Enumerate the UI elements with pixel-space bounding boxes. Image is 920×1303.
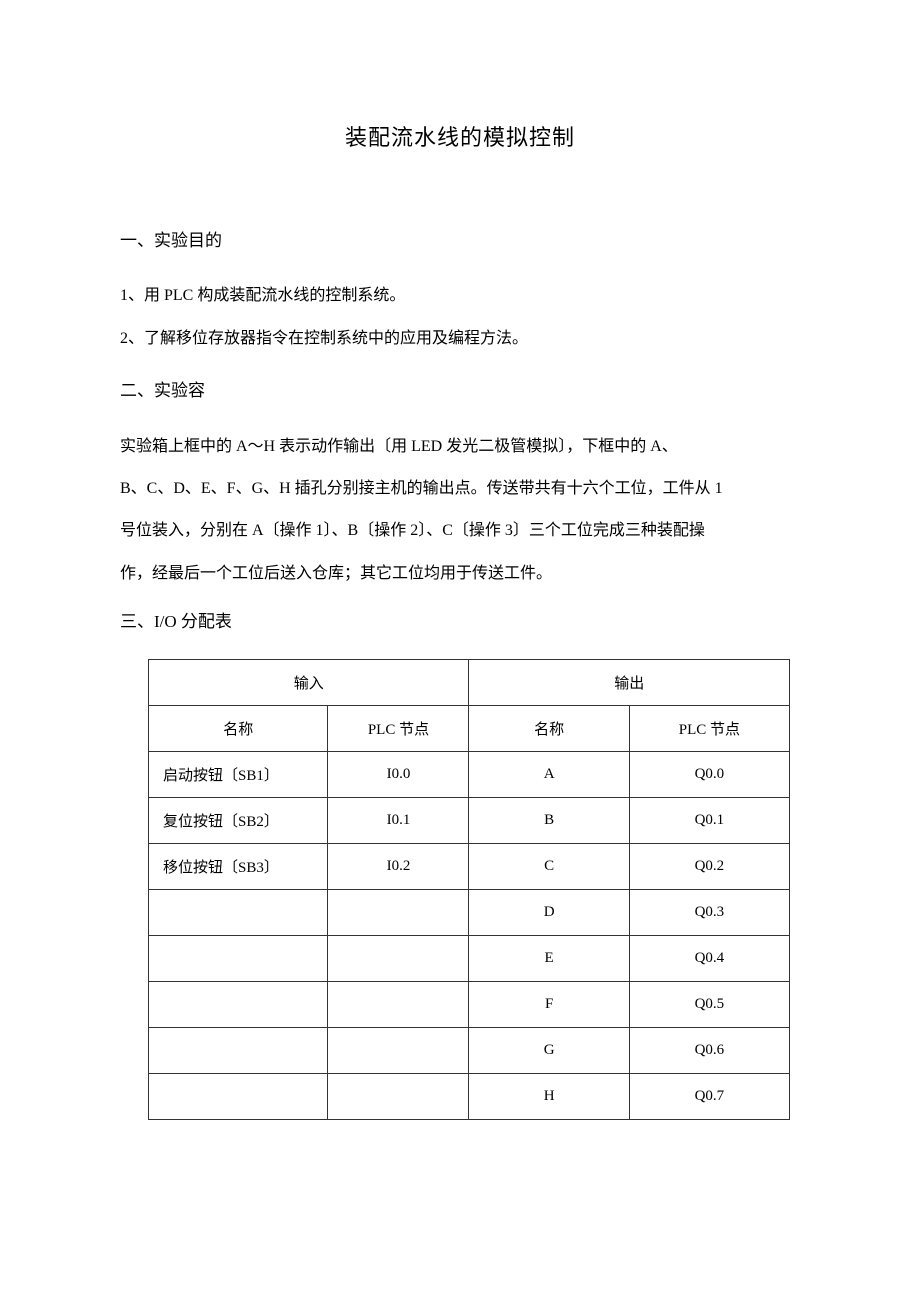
- cell-output-name: C: [469, 843, 629, 889]
- cell-input-plc: [328, 1027, 469, 1073]
- section1-heading: 一、实验目的: [120, 222, 800, 259]
- io-table-container: 输入 输出 名称 PLC 节点 名称 PLC 节点 启动按钮〔SB1〕 I0.0…: [148, 659, 790, 1120]
- header-output: 输出: [469, 659, 790, 705]
- section2-line2: B、C、D、E、F、G、H 插孔分别接主机的输出点。传送带共有十六个工位，工件从…: [120, 470, 800, 508]
- cell-output-name: E: [469, 935, 629, 981]
- cell-input-name: [149, 1073, 328, 1119]
- table-row: 复位按钮〔SB2〕 I0.1 B Q0.1: [149, 797, 790, 843]
- table-row: F Q0.5: [149, 981, 790, 1027]
- cell-output-name: G: [469, 1027, 629, 1073]
- cell-output-plc: Q0.1: [629, 797, 789, 843]
- cell-input-name: 启动按钮〔SB1〕: [149, 751, 328, 797]
- table-header-row-1: 输入 输出: [149, 659, 790, 705]
- document-title: 装配流水线的模拟控制: [120, 120, 800, 152]
- cell-input-name: 复位按钮〔SB2〕: [149, 797, 328, 843]
- cell-output-plc: Q0.0: [629, 751, 789, 797]
- cell-input-plc: I0.2: [328, 843, 469, 889]
- subheader-output-plc: PLC 节点: [629, 705, 789, 751]
- section2-line4: 作，经最后一个工位后送入仓库；其它工位均用于传送工件。: [120, 555, 800, 593]
- cell-input-name: [149, 1027, 328, 1073]
- section3-heading: 三、I/O 分配表: [120, 603, 800, 640]
- cell-input-plc: [328, 935, 469, 981]
- cell-input-name: [149, 981, 328, 1027]
- subheader-output-name: 名称: [469, 705, 629, 751]
- cell-output-plc: Q0.4: [629, 935, 789, 981]
- cell-output-plc: Q0.2: [629, 843, 789, 889]
- cell-output-plc: Q0.5: [629, 981, 789, 1027]
- section1-line2: 2、了解移位存放器指令在控制系统中的应用及编程方法。: [120, 320, 800, 358]
- io-table-body: 启动按钮〔SB1〕 I0.0 A Q0.0 复位按钮〔SB2〕 I0.1 B Q…: [149, 751, 790, 1119]
- cell-output-name: A: [469, 751, 629, 797]
- table-row: 启动按钮〔SB1〕 I0.0 A Q0.0: [149, 751, 790, 797]
- table-row: G Q0.6: [149, 1027, 790, 1073]
- cell-input-name: 移位按钮〔SB3〕: [149, 843, 328, 889]
- cell-input-plc: [328, 981, 469, 1027]
- cell-input-plc: I0.1: [328, 797, 469, 843]
- section2-line1: 实验箱上框中的 A〜H 表示动作输出〔用 LED 发光二极管模拟〕，下框中的 A…: [120, 428, 800, 466]
- cell-output-plc: Q0.3: [629, 889, 789, 935]
- cell-output-name: D: [469, 889, 629, 935]
- subheader-input-plc: PLC 节点: [328, 705, 469, 751]
- io-allocation-table: 输入 输出 名称 PLC 节点 名称 PLC 节点 启动按钮〔SB1〕 I0.0…: [148, 659, 790, 1120]
- table-row: D Q0.3: [149, 889, 790, 935]
- cell-output-name: H: [469, 1073, 629, 1119]
- table-row: 移位按钮〔SB3〕 I0.2 C Q0.2: [149, 843, 790, 889]
- section2-heading: 二、实验容: [120, 372, 800, 409]
- cell-input-plc: [328, 889, 469, 935]
- cell-input-plc: [328, 1073, 469, 1119]
- section2-line3: 号位装入，分别在 A〔操作 1〕、B〔操作 2〕、C〔操作 3〕三个工位完成三种…: [120, 512, 800, 550]
- table-header-row-2: 名称 PLC 节点 名称 PLC 节点: [149, 705, 790, 751]
- cell-output-plc: Q0.7: [629, 1073, 789, 1119]
- cell-input-plc: I0.0: [328, 751, 469, 797]
- table-row: H Q0.7: [149, 1073, 790, 1119]
- cell-input-name: [149, 889, 328, 935]
- section1-line1: 1、用 PLC 构成装配流水线的控制系统。: [120, 277, 800, 315]
- cell-input-name: [149, 935, 328, 981]
- cell-output-name: F: [469, 981, 629, 1027]
- cell-output-plc: Q0.6: [629, 1027, 789, 1073]
- table-row: E Q0.4: [149, 935, 790, 981]
- header-input: 输入: [149, 659, 469, 705]
- subheader-input-name: 名称: [149, 705, 328, 751]
- cell-output-name: B: [469, 797, 629, 843]
